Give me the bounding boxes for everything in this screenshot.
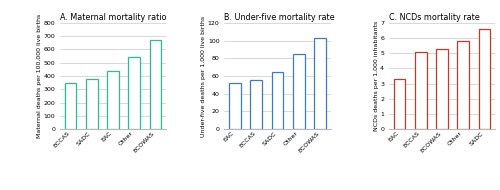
Bar [314,38,326,129]
Bar [65,83,76,129]
Y-axis label: Under-five deaths per 1,000 live births: Under-five deaths per 1,000 live births [202,15,206,137]
Bar [272,72,283,129]
Bar [478,29,490,129]
Y-axis label: NCDs deaths per 1,000 inhabitants: NCDs deaths per 1,000 inhabitants [374,21,378,131]
Bar [458,41,469,129]
Bar [293,54,304,129]
Bar [107,71,119,129]
Bar [150,40,162,129]
Text: C. NCDs mortality rate: C. NCDs mortality rate [389,13,480,22]
Bar [394,79,406,129]
Text: B. Under-five mortality rate: B. Under-five mortality rate [224,13,335,22]
Bar [128,57,140,129]
Y-axis label: Maternal deaths per 100,000 live births: Maternal deaths per 100,000 live births [37,14,42,138]
Bar [415,52,426,129]
Bar [436,49,448,129]
Bar [250,80,262,129]
Bar [86,79,98,129]
Text: A. Maternal mortality ratio: A. Maternal mortality ratio [60,13,166,22]
Bar [229,83,241,129]
